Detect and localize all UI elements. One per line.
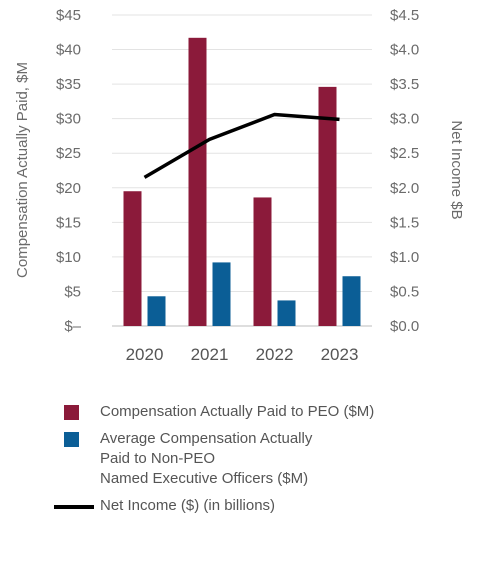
y-tick-label: $45 [56,7,81,24]
left-axis-ticks: $– $5 $10 $15 $20 $25 $30 $35 $40 $45 [56,7,82,335]
y2-tick-label: $4.5 [390,7,419,24]
x-tick-label: 2023 [321,345,359,364]
y-tick-label: $30 [56,111,81,128]
y2-tick-label: $2.5 [390,145,419,162]
y-tick-label: $20 [56,180,81,197]
y-tick-label: $25 [56,145,81,162]
bar-peo [123,191,142,326]
y2-tick-label: $2.0 [390,180,419,197]
bars [123,37,361,327]
bar-peo [318,86,337,327]
legend: Compensation Actually Paid to PEO ($M) A… [54,402,454,523]
y-tick-label: $35 [56,76,81,93]
legend-item-non-peo: Average Compensation Actually Paid to No… [54,429,454,489]
y2-tick-label: $4.0 [390,42,419,59]
y-tick-label: $10 [56,249,81,266]
x-axis-ticks: 2020 2021 2022 2023 [126,345,359,364]
legend-swatch-peo [64,405,79,420]
y2-tick-label: $0.0 [390,318,419,335]
y2-tick-label: $3.0 [390,111,419,128]
y-axis-title: Compensation Actually Paid, $M [14,62,31,278]
y2-tick-label: $0.5 [390,283,419,300]
y-tick-label: $5 [64,283,81,300]
bar-peo [253,197,272,326]
legend-label-peo: Compensation Actually Paid to PEO ($M) [100,403,375,420]
y2-tick-label: $3.5 [390,76,419,93]
y2-axis-title: Net Income $B [448,120,465,219]
net-income-line-group [143,112,340,179]
legend-label-net-income: Net Income ($) (in billions) [100,497,276,514]
bar-non-peo [277,300,296,326]
bar-non-peo [212,262,231,326]
y2-tick-label: $1.0 [390,249,419,266]
right-axis-ticks: $0.0 $0.5 $1.0 $1.5 $2.0 $2.5 $3.0 $3.5 $4.0 $4.5 [390,7,419,335]
legend-swatch-non-peo [64,432,79,447]
bar-non-peo [147,296,166,326]
bar-non-peo [342,276,361,326]
legend-item-net-income: Net Income ($) (in billions) [54,496,454,516]
y-tick-label: $40 [56,42,81,59]
y2-tick-label: $1.5 [390,214,419,231]
legend-swatch-net-income [54,505,94,509]
x-tick-label: 2021 [191,345,229,364]
y-tick-label: $– [64,318,81,335]
bar-peo [188,37,207,326]
legend-item-peo: Compensation Actually Paid to PEO ($M) [54,402,454,422]
gridlines [112,14,372,327]
x-tick-label: 2022 [256,345,294,364]
x-tick-label: 2020 [126,345,164,364]
legend-label-non-peo: Average Compensation Actually Paid to No… [100,430,313,487]
net-income-line [143,112,340,179]
y-tick-label: $15 [56,214,81,231]
chart-area: $– $5 $10 $15 $20 $25 $30 $35 $40 $45 $0.0 $0.5 $1.… [14,7,465,364]
